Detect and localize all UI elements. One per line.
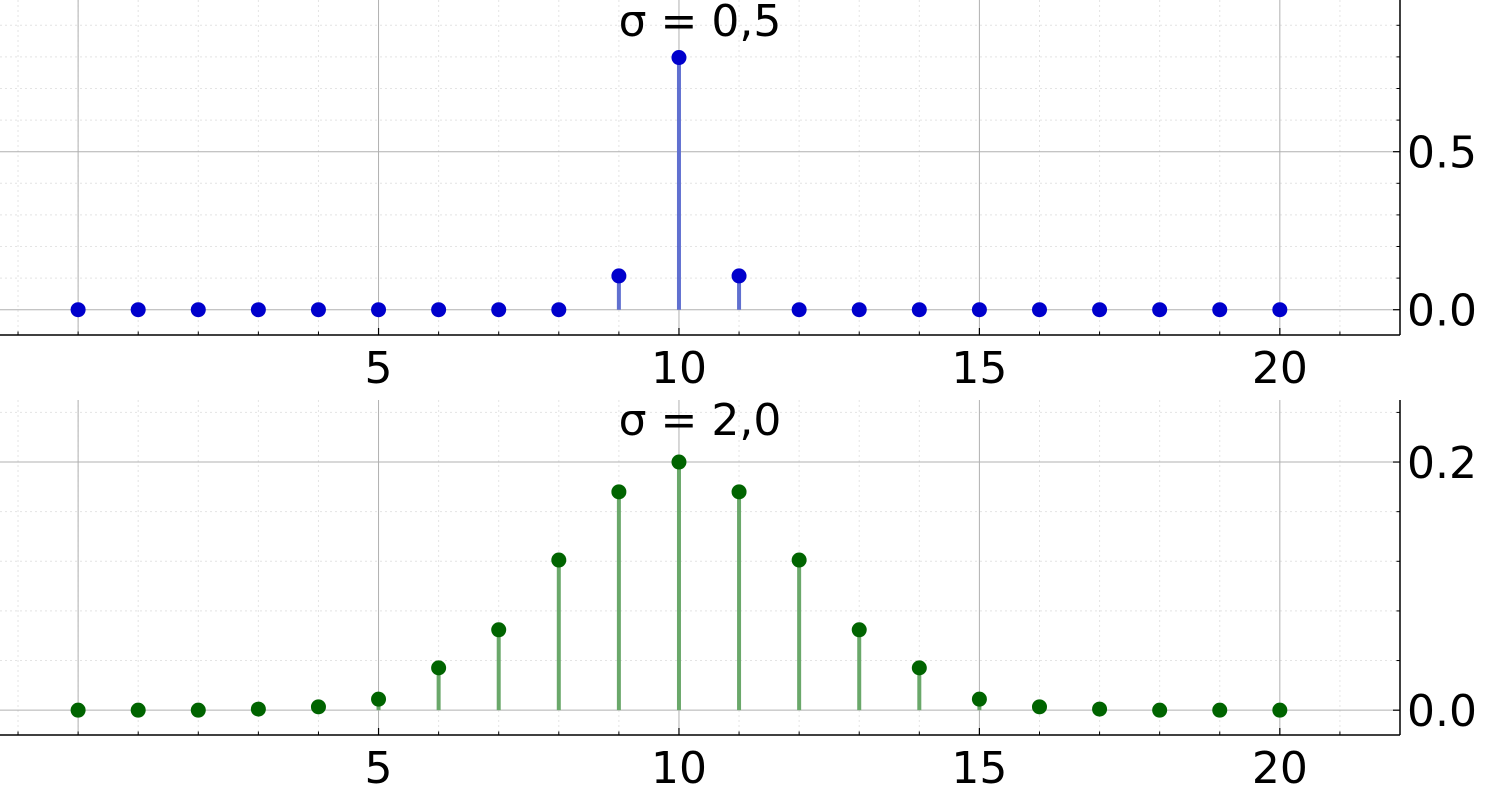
stem-marker — [971, 691, 987, 707]
stem-marker — [671, 454, 687, 470]
stem-marker — [1212, 302, 1228, 318]
x-tick-label: 20 — [1252, 743, 1308, 794]
stem-marker — [791, 302, 807, 318]
y-tick-label: 0.0 — [1407, 286, 1477, 337]
major-grid — [0, 0, 1400, 335]
chart-title: σ = 0,5 — [619, 0, 782, 47]
stem-marker — [130, 702, 146, 718]
stem-marker — [791, 552, 807, 568]
series-1 — [70, 454, 1288, 718]
stem-marker — [1272, 702, 1288, 718]
stem-marker — [611, 484, 627, 500]
series-1 — [70, 50, 1288, 318]
chart-panel-2: 5 10 15 20 0.0 0.2 σ = 2,0 — [0, 395, 1477, 794]
y-tick-label: 0.2 — [1407, 438, 1477, 489]
stem-marker — [551, 302, 567, 318]
stem-marker — [1031, 699, 1047, 715]
stem-marker — [70, 702, 86, 718]
stem-marker — [1272, 302, 1288, 318]
x-tick-label: 15 — [951, 343, 1007, 394]
stem-marker — [731, 268, 747, 284]
minor-grid — [0, 0, 1401, 335]
y-tick-label: 0.5 — [1407, 128, 1477, 179]
stem-marker — [1152, 302, 1168, 318]
x-tick-label: 5 — [365, 343, 393, 394]
x-tick-label: 10 — [651, 343, 707, 394]
stem-marker — [971, 302, 987, 318]
y-tick-label: 0.0 — [1407, 686, 1477, 737]
stem-marker — [431, 660, 447, 676]
stem-marker — [250, 701, 266, 717]
x-tick-label: 20 — [1252, 343, 1308, 394]
stem-marker — [1212, 702, 1228, 718]
stem-marker — [1031, 302, 1047, 318]
chart-panel-1: 5 10 15 20 0.0 0.5 σ = 0,5 — [0, 0, 1477, 394]
stem-marker — [250, 302, 266, 318]
stem-marker — [70, 302, 86, 318]
stem-marker — [190, 302, 206, 318]
stem-marker — [1092, 302, 1108, 318]
stem-marker — [911, 302, 927, 318]
x-tick-label: 10 — [651, 743, 707, 794]
stem-marker — [310, 699, 326, 715]
chart-title: σ = 2,0 — [619, 395, 782, 446]
stem-marker — [190, 702, 206, 718]
stem-marker — [431, 302, 447, 318]
stem-marker — [851, 622, 867, 638]
stem-marker — [851, 302, 867, 318]
stem-marker — [130, 302, 146, 318]
stem-marker — [371, 302, 387, 318]
stem-marker — [731, 484, 747, 500]
stem-marker — [491, 622, 507, 638]
x-tick-label: 5 — [365, 743, 393, 794]
stem-marker — [911, 660, 927, 676]
stem-marker — [551, 552, 567, 568]
x-tick-label: 15 — [951, 743, 1007, 794]
stem-marker — [671, 50, 687, 66]
stem-marker — [1092, 701, 1108, 717]
stem-marker — [611, 268, 627, 284]
stem-marker — [1152, 702, 1168, 718]
stem-marker — [371, 691, 387, 707]
stem-marker — [491, 302, 507, 318]
stem-marker — [310, 302, 326, 318]
major-grid — [0, 400, 1400, 735]
minor-grid — [0, 400, 1401, 735]
